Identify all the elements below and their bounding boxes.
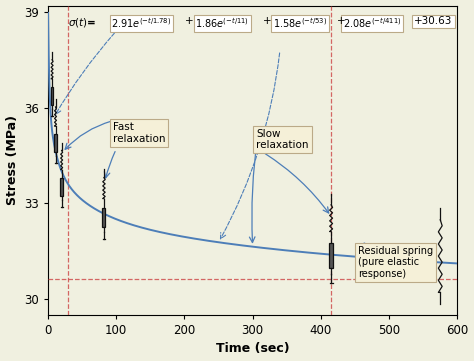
Y-axis label: Stress (MPa): Stress (MPa)	[6, 115, 18, 205]
Bar	[329, 243, 333, 268]
Bar	[51, 87, 54, 105]
Text: $2.91e^{(-t/1.78)}$: $2.91e^{(-t/1.78)}$	[111, 16, 172, 30]
Text: +30.63: +30.63	[414, 16, 453, 26]
Text: $2.08e^{(-t/411)}$: $2.08e^{(-t/411)}$	[343, 16, 401, 30]
Text: Fast
relaxation: Fast relaxation	[113, 122, 165, 144]
Text: $\sigma(t)$=: $\sigma(t)$=	[68, 16, 97, 29]
Text: +: +	[185, 16, 194, 26]
Text: +: +	[263, 16, 272, 26]
X-axis label: Time (sec): Time (sec)	[216, 343, 290, 356]
Text: Slow
relaxation: Slow relaxation	[256, 129, 309, 150]
Text: $1.58e^{(-t/53)}$: $1.58e^{(-t/53)}$	[273, 16, 328, 30]
Bar	[55, 134, 57, 152]
Bar	[60, 178, 63, 196]
Text: Residual spring
(pure elastic
response): Residual spring (pure elastic response)	[358, 245, 434, 279]
Text: +: +	[337, 16, 345, 26]
Bar	[102, 208, 106, 227]
Text: $1.86e^{(-t/11)}$: $1.86e^{(-t/11)}$	[195, 16, 249, 30]
